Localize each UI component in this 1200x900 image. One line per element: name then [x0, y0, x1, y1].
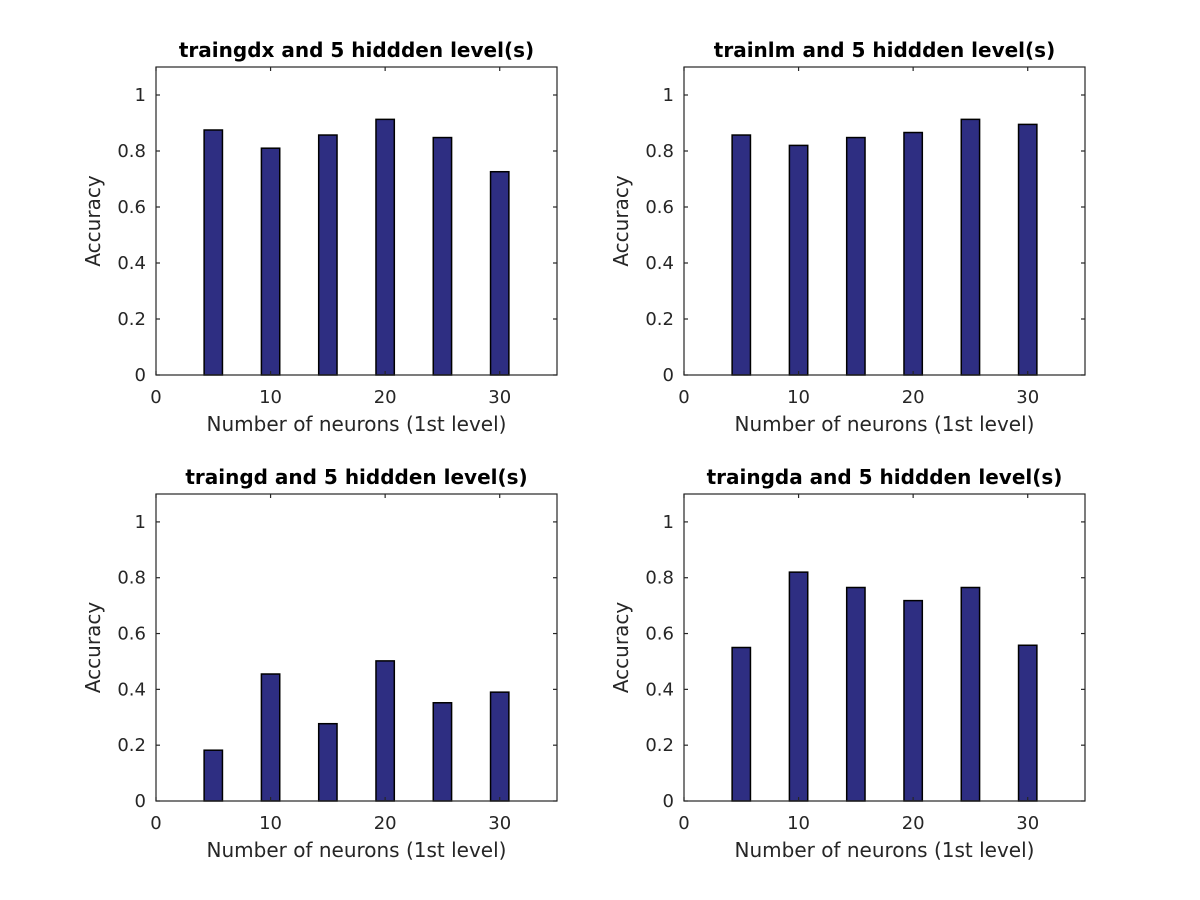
- chart-title: traingda and 5 hiddden level(s): [707, 465, 1063, 489]
- chart-title: traingd and 5 hiddden level(s): [185, 465, 527, 489]
- bar: [317, 722, 338, 802]
- bar: [903, 599, 924, 802]
- bar: [260, 673, 281, 802]
- y-tick-label: 0.2: [117, 735, 146, 756]
- y-tick-label: 0: [135, 365, 146, 386]
- y-tick-label: 0.4: [645, 679, 674, 700]
- bar: [317, 134, 338, 376]
- bar: [203, 749, 224, 802]
- bar: [432, 702, 453, 802]
- bar: [1017, 123, 1038, 376]
- y-tick-label: 0.6: [117, 197, 146, 218]
- bar: [731, 646, 752, 802]
- x-tick-label: 30: [488, 813, 511, 834]
- subplot-1: 0 10 20 30 0 0.2 0.4 0.6 0.8 1 traingdx and 5 hidd…: [81, 38, 558, 436]
- x-tick-label: 30: [1016, 387, 1039, 408]
- x-tick-label: 0: [150, 387, 161, 408]
- y-tick-label: 0.6: [117, 624, 146, 645]
- bar: [960, 586, 981, 802]
- y-tick-label: 0.8: [645, 568, 674, 589]
- y-tick-label: 0.4: [645, 253, 674, 274]
- axes-box: [683, 493, 1086, 802]
- y-axis-label: Accuracy: [81, 175, 105, 266]
- y-tick-label: 0.6: [645, 197, 674, 218]
- x-axis-label: Number of neurons (1st level): [207, 412, 507, 436]
- bar: [845, 136, 866, 376]
- x-tick-label: 0: [678, 387, 689, 408]
- x-tick-label: 30: [1016, 813, 1039, 834]
- y-tick-label: 0.2: [645, 735, 674, 756]
- x-tick-label: 10: [787, 387, 810, 408]
- y-tick-label: 0: [135, 791, 146, 812]
- x-axis-label: Number of neurons (1st level): [735, 838, 1035, 862]
- bar: [489, 691, 510, 802]
- x-tick-label: 10: [259, 387, 282, 408]
- bar: [1017, 644, 1038, 802]
- x-tick-label: 10: [259, 813, 282, 834]
- chart-title: trainlm and 5 hiddden level(s): [714, 38, 1055, 62]
- y-tick-label: 0: [663, 365, 674, 386]
- y-tick-label: 0.2: [117, 309, 146, 330]
- y-tick-label: 0.2: [645, 309, 674, 330]
- bar: [731, 134, 752, 376]
- y-tick-label: 0.4: [117, 253, 146, 274]
- x-tick-label: 20: [374, 387, 397, 408]
- axes-box: [683, 66, 1086, 376]
- bar: [960, 118, 981, 376]
- subplot-4: 0 10 20 30 0 0.2 0.4 0.6 0.8 1 traingda and 5 hidd…: [609, 465, 1086, 862]
- bar: [788, 571, 809, 802]
- y-tick-label: 1: [135, 512, 146, 533]
- bar: [903, 131, 924, 376]
- x-tick-label: 10: [787, 813, 810, 834]
- x-axis-label: Number of neurons (1st level): [735, 412, 1035, 436]
- x-tick-label: 0: [678, 813, 689, 834]
- bar: [260, 147, 281, 376]
- y-axis-label: Accuracy: [81, 602, 105, 693]
- subplot-3: 0 10 20 30 0 0.2 0.4 0.6 0.8 1 traingd and 5 hiddd…: [81, 465, 558, 862]
- x-tick-label: 20: [902, 387, 925, 408]
- y-tick-label: 0.8: [117, 141, 146, 162]
- x-tick-label: 30: [488, 387, 511, 408]
- bar: [375, 660, 396, 802]
- subplot-2: 0 10 20 30 0 0.2 0.4 0.6 0.8 1 trainlm and 5 hiddd…: [609, 38, 1086, 436]
- chart-title: traingdx and 5 hiddden level(s): [179, 38, 534, 62]
- x-tick-label: 20: [902, 813, 925, 834]
- y-tick-label: 1: [663, 512, 674, 533]
- bar: [845, 586, 866, 802]
- x-tick-label: 0: [150, 813, 161, 834]
- bar: [203, 129, 224, 376]
- y-axis-label: Accuracy: [609, 602, 633, 693]
- bar: [788, 144, 809, 376]
- x-axis-label: Number of neurons (1st level): [207, 838, 507, 862]
- axes-box: [155, 493, 558, 802]
- bar: [375, 118, 396, 376]
- y-tick-label: 0.8: [117, 568, 146, 589]
- y-tick-label: 0: [663, 791, 674, 812]
- bar: [432, 136, 453, 376]
- y-axis-label: Accuracy: [609, 175, 633, 266]
- x-tick-label: 20: [374, 813, 397, 834]
- y-tick-label: 0.8: [645, 141, 674, 162]
- y-tick-label: 1: [663, 85, 674, 106]
- y-tick-label: 1: [135, 85, 146, 106]
- y-tick-label: 0.6: [645, 624, 674, 645]
- axes-box: [155, 66, 558, 376]
- bar: [489, 170, 510, 376]
- y-tick-label: 0.4: [117, 679, 146, 700]
